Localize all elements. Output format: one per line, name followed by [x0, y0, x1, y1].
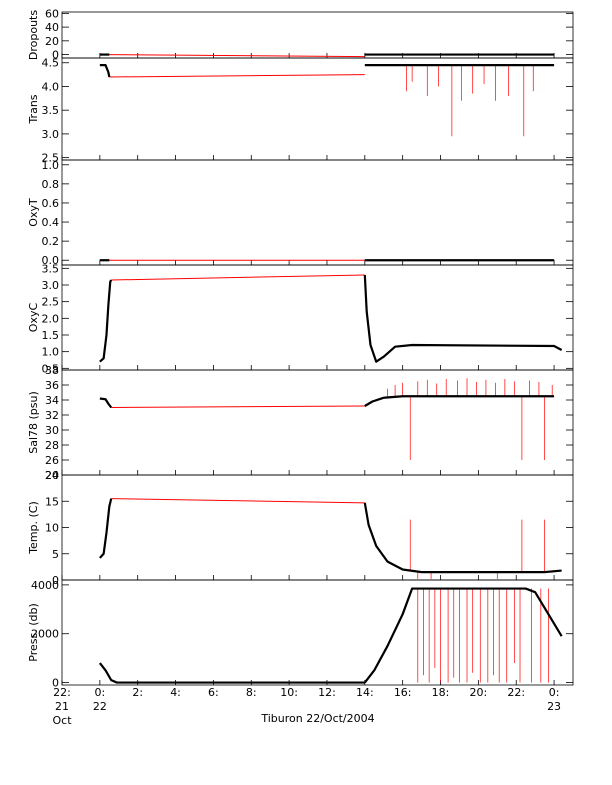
black-series-line — [99, 64, 111, 78]
panel-4: 24 26 28 30 32 34 36 38 Sal78 (psu) — [27, 364, 574, 482]
y-tick-label: 4000 — [31, 579, 59, 592]
x-tick-label: 6: — [208, 686, 219, 699]
y-tick-label: 4.0 — [42, 80, 60, 93]
black-series-line — [363, 274, 563, 363]
y-tick-label: 3.5 — [42, 262, 60, 275]
panel-5: 0 5 10 15 20 Temp. (C) — [27, 469, 574, 587]
y-tick-label: 1.0 — [42, 346, 60, 359]
y-tick-label: 2.0 — [42, 312, 60, 325]
black-series-line — [363, 502, 562, 574]
y-tick-label: 0 — [52, 574, 59, 587]
y-axis-title: Press. (db) — [27, 603, 40, 662]
y-tick-label: 2.5 — [42, 296, 60, 309]
y-tick-label: 3.0 — [42, 128, 60, 141]
y-tick-label: 0.4 — [42, 216, 60, 229]
x-tick-label: 16: — [394, 686, 412, 699]
panel-frame — [61, 474, 574, 581]
y-tick-label: 0.8 — [42, 178, 60, 191]
panel-1: 2.5 3.0 3.5 4.0 4.5 Trans — [27, 57, 574, 165]
y-tick-label: 0 — [52, 49, 59, 62]
x-tick-label: Oct — [52, 714, 72, 727]
y-tick-label: 5 — [52, 548, 59, 561]
y-axis-title: Temp. (C) — [27, 501, 40, 555]
x-tick-label: 22: — [53, 686, 71, 699]
x-tick-label: 18: — [432, 686, 450, 699]
black-series-line — [98, 662, 365, 684]
black-series-line — [99, 279, 113, 363]
black-series-line — [363, 587, 563, 684]
y-axis-title: Trans — [27, 94, 40, 124]
x-tick-label: 20: — [470, 686, 488, 699]
y-tick-label: 30 — [45, 424, 59, 437]
y-tick-label: 4.5 — [42, 57, 60, 70]
x-tick-label: 10: — [280, 686, 298, 699]
red-series-line — [109, 74, 365, 78]
y-tick-label: 0 — [52, 677, 59, 690]
y-tick-label: 2000 — [31, 628, 59, 641]
panel-frame — [61, 57, 574, 161]
y-axis-title: Sal78 (psu) — [27, 391, 40, 454]
panel-frame — [61, 264, 574, 371]
panel-frame — [61, 11, 574, 59]
x-tick-label: 8: — [246, 686, 257, 699]
x-tick-label: 12: — [318, 686, 336, 699]
y-tick-label: 1.5 — [42, 329, 60, 342]
y-tick-label: 3.5 — [42, 104, 60, 117]
y-tick-label: 24 — [45, 469, 59, 482]
panel-frame — [61, 579, 574, 686]
y-tick-label: 20 — [45, 35, 59, 48]
panel-3: 0.5 1.0 1.5 2.0 2.5 3.0 3.5 OxyC — [27, 262, 574, 375]
y-tick-label: 0.0 — [42, 254, 60, 267]
x-tick-label: 21 — [55, 700, 69, 713]
y-tick-label: 32 — [45, 409, 59, 422]
x-tick-label: 4: — [170, 686, 181, 699]
y-tick-label: 28 — [45, 439, 59, 452]
y-tick-label: 34 — [45, 394, 59, 407]
y-tick-label: 2.5 — [42, 152, 60, 165]
y-tick-label: 40 — [45, 21, 59, 34]
y-tick-label: 0.5 — [42, 362, 60, 375]
y-tick-label: 15 — [45, 495, 59, 508]
y-tick-label: 26 — [45, 454, 59, 467]
y-axis-title: OxyT — [27, 198, 40, 227]
y-tick-label: 0.6 — [42, 197, 60, 210]
black-series-line — [364, 395, 555, 407]
y-tick-label: 10 — [45, 522, 59, 535]
x-tick-label: 22 — [93, 700, 107, 713]
x-tick-label: 23 — [547, 700, 561, 713]
panel-2: 0.0 0.2 0.4 0.6 0.8 1.0 OxyT — [27, 159, 574, 267]
panel-frame — [61, 369, 574, 476]
y-tick-label: 60 — [45, 7, 59, 20]
x-tick-label: 0: — [549, 686, 560, 699]
y-axis-title: Dropouts — [27, 10, 40, 60]
panel-6: 0 2000 4000 Press. (db) — [27, 579, 574, 690]
x-tick-label: 2: — [132, 686, 143, 699]
black-series-line — [99, 397, 113, 409]
red-series-line — [111, 274, 365, 281]
x-tick-label: 14: — [356, 686, 374, 699]
black-series-line — [99, 498, 113, 559]
panel-frame — [61, 159, 574, 266]
y-tick-label: 38 — [45, 364, 59, 377]
x-axis-title: Tiburon 22/Oct/2004 — [260, 712, 374, 725]
y-tick-label: 1.0 — [42, 159, 60, 172]
y-tick-label: 3.0 — [42, 279, 60, 292]
y-tick-label: 0.2 — [42, 235, 60, 248]
red-series-line — [111, 405, 365, 408]
x-tick-label: 0: — [94, 686, 105, 699]
y-tick-label: 20 — [45, 469, 59, 482]
y-tick-label: 36 — [45, 379, 59, 392]
y-axis-title: OxyC — [27, 303, 40, 333]
red-series-line — [111, 498, 365, 504]
red-series-line — [99, 54, 365, 58]
x-tick-label: 22: — [507, 686, 525, 699]
